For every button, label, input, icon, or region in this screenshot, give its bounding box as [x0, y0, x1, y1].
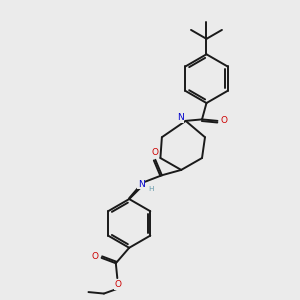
Text: O: O	[220, 116, 227, 125]
Text: N: N	[177, 113, 184, 122]
Text: H: H	[148, 186, 154, 192]
Text: O: O	[114, 280, 122, 289]
Text: O: O	[151, 148, 158, 157]
Text: N: N	[138, 180, 145, 189]
Text: O: O	[92, 252, 98, 261]
